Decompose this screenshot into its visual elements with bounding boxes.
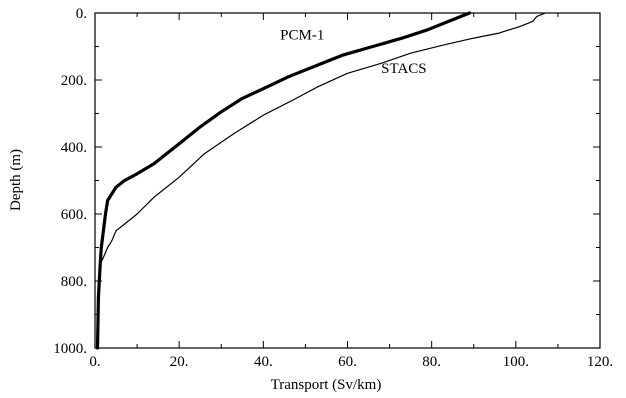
series-annotations: PCM-1 STACS <box>280 28 426 78</box>
y-tick-label: 600. <box>61 207 87 223</box>
x-axis-ticks: 0. 20. 40. 60. 80. 100. 120. <box>89 13 613 370</box>
plot-frame <box>94 12 601 349</box>
y-axis-title: Depth (m) <box>8 149 24 211</box>
series-line-stacs <box>96 12 546 349</box>
y-tick-label: 1000. <box>53 341 87 357</box>
series-line-pcm-1 <box>95 11 472 350</box>
y-tick-label: 0. <box>76 6 87 22</box>
plot-border <box>94 12 601 349</box>
x-axis-title: Transport (Sv/km) <box>271 377 382 393</box>
x-tick-label: 100. <box>503 354 529 370</box>
y-tick-label: 400. <box>61 140 87 156</box>
x-tick-label: 60. <box>338 354 357 370</box>
x-tick-label: 20. <box>170 354 189 370</box>
x-tick-label: 120. <box>587 354 613 370</box>
y-tick-label: 800. <box>61 274 87 290</box>
y-tick-label: 200. <box>61 73 87 89</box>
x-tick-label: 40. <box>254 354 273 370</box>
series-annotation-pcm-1: PCM-1 <box>280 28 324 44</box>
x-tick-label: 80. <box>422 354 441 370</box>
x-tick-label: 0. <box>89 354 100 370</box>
series-annotation-stacs: STACS <box>381 61 426 77</box>
y-axis-ticks: 0. 200. 400. 600. 800. 1000. <box>53 6 600 357</box>
series-lines <box>95 11 546 350</box>
